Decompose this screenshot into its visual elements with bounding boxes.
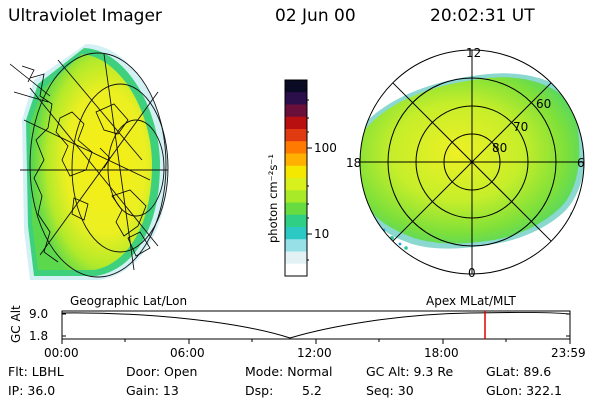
geographic-image [10,44,169,280]
colorbar-band [285,251,307,265]
alt-tick-high: 9.0 [29,307,49,321]
mlt-label-0: 0 [468,266,476,280]
dsp-value: 5.2 [302,383,322,398]
geographic-label: Geographic Lat/Lon [70,294,188,308]
colorbar-band [285,165,307,179]
ip-readout: IP: 36.0 [8,383,56,398]
mode-readout: Mode: Normal [245,364,333,379]
altitude-plot: GC Alt photon cm⁻²s⁻¹ [9,154,571,344]
mlt-label-12: 12 [466,46,482,60]
colorbar-tick-10: 10 [314,227,330,241]
mlt-label-6: 6 [577,156,585,170]
colorbar-band [285,153,307,167]
alt-axis-label: GC Alt [9,305,23,343]
filter-readout: Flt: LBHL [8,364,64,379]
gain-readout: Gain: 13 [126,383,179,398]
colorbar-band [285,129,307,142]
colorbar-band [285,214,307,228]
dsp-label: Dsp: [245,383,274,398]
time-tick-0000: 00:00 [44,346,79,360]
door-readout: Door: Open [126,364,198,379]
colorbar-band [285,263,307,277]
glon-readout: GLon: 322.1 [486,383,562,398]
colorbar [284,79,312,277]
lat-label-80: 80 [492,141,508,155]
apex-label: Apex MLat/MLT [426,294,516,308]
colorbar-tick-100: 100 [314,141,337,155]
time-tick-0600: 06:00 [170,346,205,360]
colorbar-band [285,104,307,118]
polar-mlt-plot [359,49,585,275]
colorbar-band [285,190,307,203]
time-tick-2359: 23:59 [551,346,586,360]
header-time: 20:02:31 UT [430,6,535,26]
colorbar-band [285,178,307,191]
lat-label-70: 70 [513,120,529,134]
seq-readout: Seq: 30 [366,383,414,398]
alt-tick-low: 1.8 [29,329,49,343]
colorbar-band [285,227,307,240]
colorbar-band [285,80,307,93]
header-date: 02 Jun 00 [275,6,356,26]
glat-readout: GLat: 89.6 [486,364,552,379]
lat-label-60: 60 [536,97,552,111]
page-title: Ultraviolet Imager [8,6,162,26]
colorbar-band [285,141,307,154]
time-tick-1200: 12:00 [297,346,332,360]
colorbar-band [285,239,307,252]
colorbar-unit-label: photon cm⁻²s⁻¹ [266,154,280,243]
colorbar-band [285,92,307,105]
colorbar-band [285,116,307,130]
time-tick-1800: 18:00 [424,346,459,360]
gc-alt-readout: GC Alt: 9.3 Re [366,364,454,379]
mlt-label-18: 18 [346,156,362,170]
colorbar-band [285,202,307,216]
